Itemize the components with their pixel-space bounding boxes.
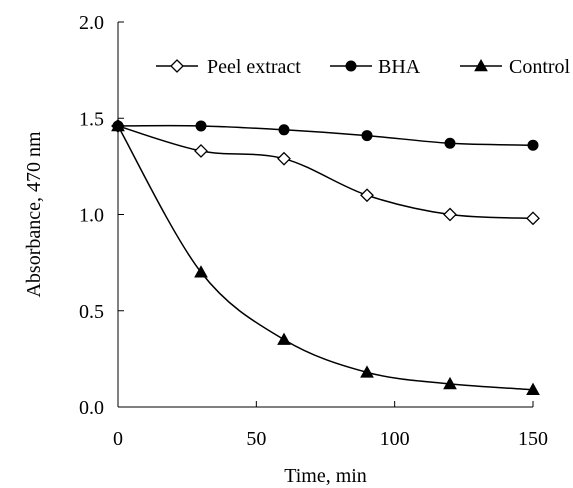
data-point-peel-extract: [526, 211, 540, 226]
data-point-bha: [195, 120, 207, 132]
y-tick-label: 1.0: [79, 205, 104, 227]
legend-marker-peel-extract: [170, 59, 184, 73]
series-group: [111, 118, 540, 395]
legend-label-control: Control: [509, 56, 571, 78]
data-point-peel-extract: [443, 207, 457, 222]
legend-label-peel-extract: Peel extract: [207, 56, 301, 78]
y-tick-label: 2.0: [79, 12, 104, 34]
y-axis-title: Absorbance, 470 nm: [23, 131, 45, 298]
x-tick-label: 150: [518, 428, 548, 450]
legend-marker-control: [474, 58, 488, 72]
x-tick-label: 0: [113, 428, 123, 450]
data-point-bha: [444, 137, 456, 149]
data-point-control: [526, 382, 540, 395]
data-point-bha: [278, 124, 290, 136]
data-point-peel-extract: [194, 144, 208, 158]
series-line-bha: [117, 124, 534, 146]
data-point-bha: [527, 139, 539, 151]
x-tick-label: 50: [246, 428, 266, 450]
data-point-control: [360, 365, 374, 378]
data-point-control: [111, 118, 125, 132]
y-tick-label: 1.5: [79, 108, 104, 130]
data-point-peel-extract: [277, 151, 291, 166]
y-tick-label: 0.5: [79, 301, 104, 323]
ticks: 0.0 0.5 1.0 1.5 2.0 0 50 100 150: [79, 12, 548, 450]
axes: [117, 22, 533, 408]
legend: Peel extract BHA Control: [156, 56, 571, 78]
legend-marker-bha: [345, 60, 357, 72]
series-line-peel-extract: [117, 125, 534, 220]
series-line-control: [117, 125, 534, 391]
x-tick-label: 100: [380, 428, 410, 450]
data-point-bha: [361, 130, 373, 142]
data-point-control: [277, 332, 291, 345]
x-axis-title: Time, min: [284, 465, 367, 487]
data-point-control: [194, 265, 208, 278]
y-tick-label: 0.0: [79, 397, 104, 419]
data-point-control: [443, 376, 457, 390]
legend-label-bha: BHA: [378, 56, 421, 78]
data-point-peel-extract: [360, 188, 374, 203]
